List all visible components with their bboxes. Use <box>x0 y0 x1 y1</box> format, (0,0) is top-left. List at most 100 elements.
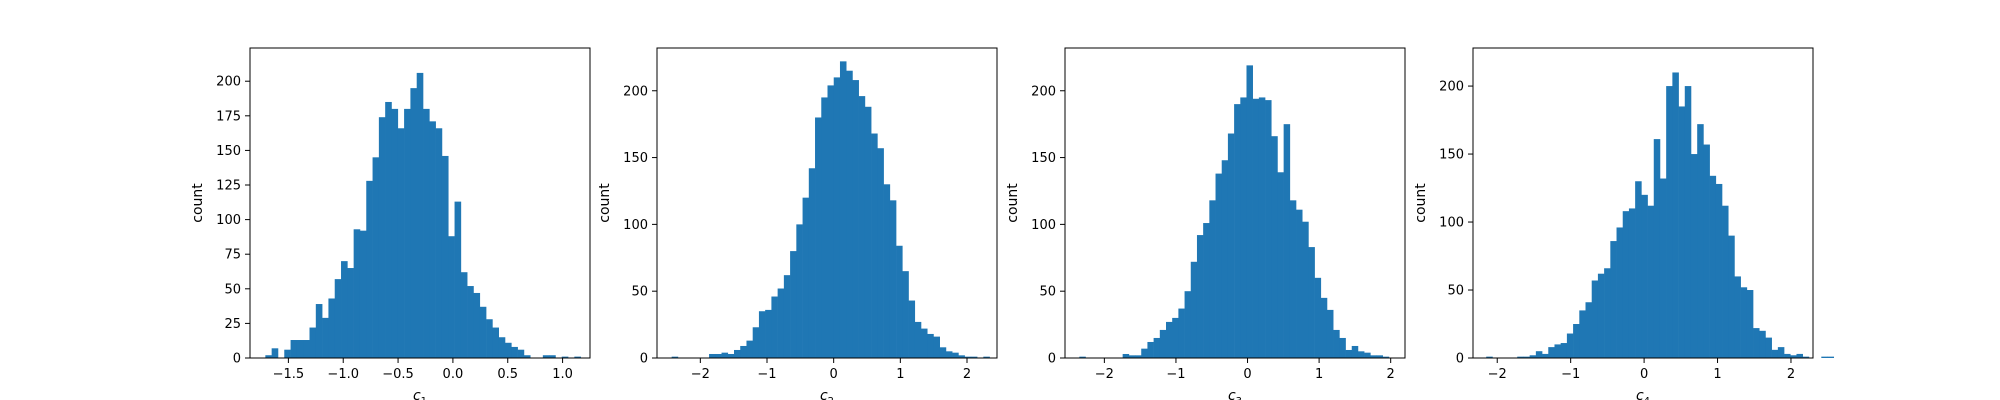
histogram-bar <box>1753 328 1760 358</box>
histogram-bar <box>1678 106 1686 359</box>
histogram-bar <box>821 97 828 358</box>
histogram-bar <box>1141 348 1148 358</box>
y-tick-label: 0 <box>640 352 648 367</box>
y-tick-label: 100 <box>216 213 241 228</box>
histogram-bar <box>952 352 959 358</box>
histogram-bar <box>435 128 443 358</box>
histogram-bar <box>1289 200 1297 358</box>
axes-frame <box>1064 47 1406 359</box>
y-tick-label: 200 <box>216 75 241 90</box>
histogram-bar <box>290 340 298 358</box>
histogram-bar <box>1703 144 1710 358</box>
y-tick-label: 50 <box>631 285 648 300</box>
histogram-bar <box>1560 343 1568 358</box>
x-axis-label: c1 <box>413 388 427 400</box>
histogram-bar <box>721 352 729 358</box>
histogram-bar <box>429 121 436 358</box>
subplot-4: −2 −1 0 1 2 0 50 100 150 200 c4 count <box>1413 47 1835 400</box>
histogram-bar <box>1666 86 1673 358</box>
histogram-bar <box>1159 329 1167 358</box>
histogram-bar <box>752 327 760 358</box>
x-tick-label: −2 <box>1095 367 1114 382</box>
histogram-bar <box>958 355 965 358</box>
histogram-bar <box>1153 337 1161 358</box>
histogram-bar <box>1542 353 1549 358</box>
histogram-bar <box>1579 310 1586 358</box>
y-tick-label: 150 <box>1031 151 1056 166</box>
histogram-bar <box>802 197 810 358</box>
histogram-bar <box>391 108 399 358</box>
x-tick-label: 0.5 <box>497 367 518 382</box>
histogram-bar <box>1184 291 1192 358</box>
histogram-bar <box>883 184 891 358</box>
histogram-bar <box>1486 356 1493 358</box>
y-tick-label: 175 <box>216 109 241 124</box>
histogram-bar <box>1196 235 1204 358</box>
x-axis-label: c3 <box>1228 388 1242 400</box>
histogram-bar <box>1364 352 1371 358</box>
histogram-bar <box>517 349 525 358</box>
histogram-bar <box>473 292 481 358</box>
histogram-bar <box>441 155 449 358</box>
histogram-bar <box>1370 355 1377 358</box>
histogram-bar <box>1376 355 1383 358</box>
histogram-bar <box>1635 181 1642 358</box>
y-tick-label: 200 <box>1031 84 1056 99</box>
y-tick-label: 100 <box>1031 218 1056 233</box>
histogram-bar <box>1535 351 1543 358</box>
histogram-bar <box>1345 349 1353 358</box>
histogram-bar <box>908 300 916 358</box>
y-tick-label: 150 <box>1439 148 1464 163</box>
histogram-bar <box>914 321 922 358</box>
histogram-bar <box>492 327 499 358</box>
histogram-bar <box>1215 173 1223 358</box>
y-axis-label: count <box>190 183 206 223</box>
histogram-bar <box>542 355 550 358</box>
subplot-1: −1.5 −1.0 −0.5 0.0 0.5 1.0 0 25 50 75 100 125 150 175… <box>190 47 591 400</box>
histogram-bar <box>1357 351 1365 358</box>
histogram-bar <box>1790 355 1797 358</box>
histogram-bar <box>1622 211 1630 358</box>
histogram-bar <box>1715 183 1723 358</box>
histogram-bar <box>1728 235 1735 358</box>
histogram-bar <box>334 279 342 358</box>
histogram-bar <box>1740 287 1748 358</box>
y-tick-label: 25 <box>224 317 241 332</box>
y-tick-label: 100 <box>623 218 648 233</box>
x-tick-label: 1.0 <box>552 367 573 382</box>
histogram-bar <box>1684 86 1692 358</box>
histogram-bar <box>877 148 884 358</box>
histogram-bar <box>777 288 785 358</box>
histogram-bar <box>1271 136 1278 358</box>
x-tick-label: 0 <box>830 367 838 382</box>
histogram-bar <box>479 306 487 358</box>
x-tick-label: 2 <box>1387 367 1395 382</box>
histogram-bar <box>1246 65 1253 359</box>
subplot-2: −2 −1 0 1 2 0 50 100 150 200 c2 count <box>597 47 998 400</box>
histogram-bar <box>1759 330 1766 358</box>
histogram-bar <box>1746 290 1754 358</box>
histogram-bar <box>1209 200 1216 358</box>
histogram-bar <box>423 108 430 358</box>
histogram-bar <box>871 133 878 358</box>
histogram-bar <box>933 336 940 358</box>
histogram-bar <box>1382 356 1390 358</box>
x-tick-label: 0.0 <box>443 367 464 382</box>
histogram-bar <box>1697 124 1704 358</box>
histogram-bar <box>1672 72 1679 358</box>
x-tick-label: −1 <box>757 367 776 382</box>
histogram-bar <box>454 201 462 358</box>
histogram-bar <box>846 70 853 358</box>
histogram-bar <box>1333 329 1340 358</box>
histogram-bar <box>1616 227 1624 358</box>
axes-frame <box>249 47 591 359</box>
histogram-bar <box>378 117 386 358</box>
histogram-bar <box>1326 309 1334 358</box>
histogram-bar <box>347 268 354 358</box>
histogram-bar <box>827 85 835 358</box>
histogram-bar <box>1351 345 1359 358</box>
histogram-bar <box>1610 241 1617 358</box>
histogram-bar <box>353 229 361 358</box>
histogram-bar <box>983 356 990 358</box>
histogram-bar <box>448 236 455 358</box>
